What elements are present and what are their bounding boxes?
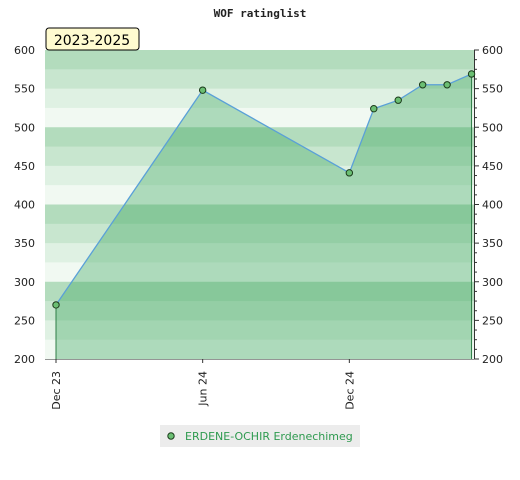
grid-band [45, 88, 474, 109]
y-tick-label-right: 450 [482, 160, 503, 173]
y-axis-left: 200 250 300 350 400 450 500 550 600 [14, 44, 35, 366]
y-tick-label-left: 550 [14, 83, 35, 96]
y-tick-label-right: 250 [482, 314, 503, 327]
y-tick-label-left: 250 [14, 314, 35, 327]
legend-marker [167, 432, 175, 440]
grid-band [45, 50, 474, 70]
legend[interactable]: ERDENE-OCHIR Erdenechimeg [160, 425, 360, 447]
y-tick-label-left: 200 [14, 353, 35, 366]
y-tick-label-right: 400 [482, 199, 503, 212]
period-badge-box [45, 27, 140, 51]
data-point[interactable] [418, 81, 427, 89]
grid-band [45, 223, 474, 244]
line-layer [55, 73, 473, 359]
y-tick-label-left: 500 [14, 121, 35, 134]
background-bands [45, 50, 474, 360]
data-point[interactable] [370, 105, 378, 113]
y-tick-label-right: 500 [482, 121, 503, 134]
series-area [56, 73, 472, 359]
period-badge: 2023-2025 [45, 27, 140, 51]
area-layer [56, 73, 472, 359]
y-tick-label-right: 200 [482, 353, 503, 366]
grid-band [45, 185, 474, 205]
y-tick-label-left: 600 [14, 44, 35, 57]
grid-band [45, 107, 474, 128]
chart-title: WOF ratinglist [214, 7, 307, 20]
y-tick-label-right: 600 [482, 44, 503, 57]
grid-band [45, 301, 474, 321]
grid-band [45, 262, 474, 283]
x-tick-label: Dec 24 [343, 371, 356, 410]
y-axis-right: 200 250 300 350 400 450 500 550 600 [474, 44, 503, 366]
data-point[interactable] [345, 169, 354, 177]
y-tick-label-left: 400 [14, 199, 35, 212]
grid-band [45, 146, 474, 167]
y-tick-label-right: 550 [482, 83, 503, 96]
grid-band [45, 281, 474, 302]
x-axis: Dec 23 Jun 24 Dec 24 [50, 359, 356, 410]
legend-box [160, 425, 360, 447]
y-tick-label-left: 300 [14, 276, 35, 289]
series-markers [52, 70, 476, 309]
period-badge-label: 2023-2025 [54, 33, 130, 49]
series-line [55, 73, 472, 306]
grid-band [45, 165, 474, 186]
y-tick-label-left: 350 [14, 237, 35, 250]
data-point[interactable] [467, 70, 476, 78]
grid-band [45, 339, 474, 360]
grid-band [45, 69, 474, 90]
y-tick-label-right: 300 [482, 276, 503, 289]
grid-band [45, 320, 474, 341]
grid-band [45, 204, 474, 225]
x-tick-label: Dec 23 [50, 371, 63, 410]
y-tick-label-left: 450 [14, 160, 35, 173]
grid-band [45, 127, 474, 148]
data-point[interactable] [443, 81, 451, 89]
legend-series-label: ERDENE-OCHIR Erdenechimeg [185, 430, 353, 443]
y-tick-label-right: 350 [482, 237, 503, 250]
x-tick-label: Jun 24 [197, 371, 210, 407]
data-point[interactable] [198, 86, 207, 94]
grid-band [45, 243, 474, 263]
data-point[interactable] [52, 301, 60, 309]
data-point[interactable] [394, 96, 402, 104]
